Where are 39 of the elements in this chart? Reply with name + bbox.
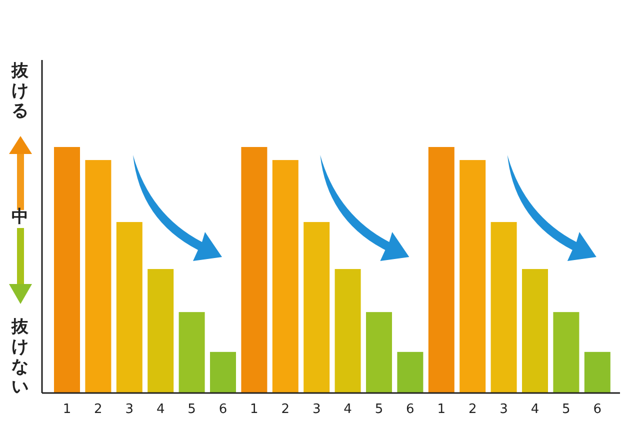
x-tick-label: 4 (530, 402, 540, 417)
bar (304, 222, 330, 393)
x-tick-label: 2 (281, 402, 290, 417)
x-tick-label: 6 (593, 402, 602, 417)
bar (460, 160, 486, 393)
bar (366, 312, 392, 393)
x-tick-label: 5 (374, 402, 384, 417)
bar (397, 352, 424, 393)
text: 中 (12, 207, 28, 227)
bar (148, 269, 174, 393)
bar (490, 222, 517, 393)
bar (85, 160, 112, 393)
bar (210, 352, 236, 393)
x-tick-label: 1 (62, 402, 72, 417)
x-tick-label: 6 (406, 402, 414, 417)
bar (584, 352, 610, 393)
bar (178, 312, 205, 393)
bar (116, 222, 142, 393)
x-tick-label: 1 (437, 402, 446, 417)
x-tick-label: 5 (188, 402, 196, 417)
x-tick-label: 3 (312, 402, 321, 417)
x-tick-label: 1 (250, 402, 258, 417)
bar (54, 147, 80, 393)
x-tick-label: 3 (500, 402, 508, 417)
bar (522, 269, 548, 393)
text: 抜ける (10, 61, 30, 121)
bar (272, 160, 298, 393)
x-tick-label: 4 (344, 402, 352, 417)
x-tick-label: 2 (94, 402, 102, 417)
bar (241, 147, 268, 393)
x-tick-label: 6 (218, 402, 228, 417)
bar (553, 312, 580, 393)
bar (428, 147, 454, 393)
x-tick-label: 4 (156, 402, 165, 417)
x-tick-label: 2 (468, 402, 477, 417)
x-tick-label: 5 (562, 402, 570, 417)
bar (334, 269, 361, 393)
x-tick-label: 3 (125, 402, 134, 417)
text: 抜けない (10, 317, 30, 397)
